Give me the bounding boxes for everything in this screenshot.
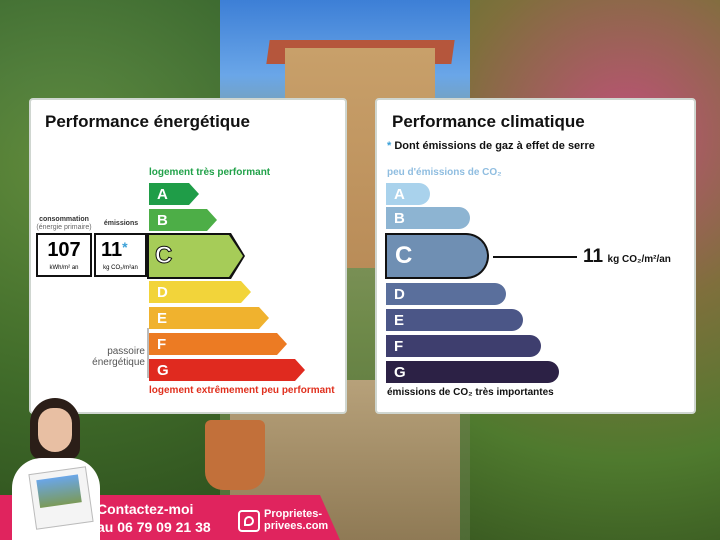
emissions-label: émissions <box>103 220 139 227</box>
brand-logo-icon <box>238 510 260 532</box>
climate-subtitle: Dont émissions de gaz à effet de serre <box>394 140 595 152</box>
consumption-unit: kWh/m² an <box>49 265 79 271</box>
agent-photo <box>12 398 100 540</box>
energy-title: Performance énergétique <box>45 112 251 131</box>
climate-top-label: peu d'émissions de CO₂ <box>387 167 502 178</box>
climate-value-line <box>493 256 577 258</box>
flower-pot <box>205 420 265 490</box>
energy-class-b: B <box>149 209 217 231</box>
consumption-label: consommation <box>39 216 89 223</box>
passoire-label: passoire énergétique <box>92 346 145 368</box>
energy-class-e: E <box>149 307 269 329</box>
energy-bottom-label: logement extrêmement peu performant <box>149 385 335 396</box>
emissions-unit: kg CO₂/m²an <box>103 265 138 271</box>
consumption-box: 107 kWh/m² an <box>36 233 92 277</box>
climate-class-c: C <box>385 233 489 279</box>
climate-performance-panel: Performance climatique * Dont émissions … <box>375 98 696 414</box>
energy-class-c-letter: C <box>154 242 173 270</box>
climate-title: Performance climatique <box>392 112 585 131</box>
emissions-value: 11 <box>101 239 123 261</box>
climate-class-a: A <box>386 183 430 205</box>
climate-value: 11 <box>583 246 604 267</box>
climate-class-d: D <box>386 283 506 305</box>
consumption-value: 107 <box>47 239 81 261</box>
brand-name[interactable]: Proprietes- privees.com <box>264 508 329 532</box>
climate-class-g: G <box>386 361 559 383</box>
energy-performance-panel: Performance énergétique logement très pe… <box>29 98 347 414</box>
climate-star: * <box>387 140 392 152</box>
brochure-image <box>28 466 94 530</box>
passoire-bracket <box>147 328 149 378</box>
climate-value-row: 11 kg CO₂/m²/an <box>583 246 671 268</box>
emissions-star: * <box>122 239 128 255</box>
emissions-box: 11* kg CO₂/m²an <box>94 233 147 277</box>
energy-class-c: C <box>147 233 245 279</box>
climate-bottom-label: émissions de CO₂ très importantes <box>387 387 554 398</box>
energy-class-f: F <box>149 333 287 355</box>
energy-top-label: logement très performant <box>149 167 271 178</box>
climate-unit: kg CO₂/m²/an <box>607 254 671 265</box>
climate-subtitle-row: * Dont émissions de gaz à effet de serre <box>387 140 595 152</box>
contact-line1: Contactez-moi <box>97 501 194 517</box>
climate-class-f: F <box>386 335 541 357</box>
climate-class-c-letter: C <box>395 242 413 269</box>
consumption-sub: (énergie primaire) <box>36 224 92 231</box>
contact-phone[interactable]: au 06 79 09 21 38 <box>97 519 211 535</box>
energy-class-d: D <box>149 281 251 303</box>
climate-class-b: B <box>386 207 470 229</box>
energy-class-g: G <box>149 359 305 381</box>
energy-class-a: A <box>149 183 199 205</box>
climate-class-e: E <box>386 309 523 331</box>
